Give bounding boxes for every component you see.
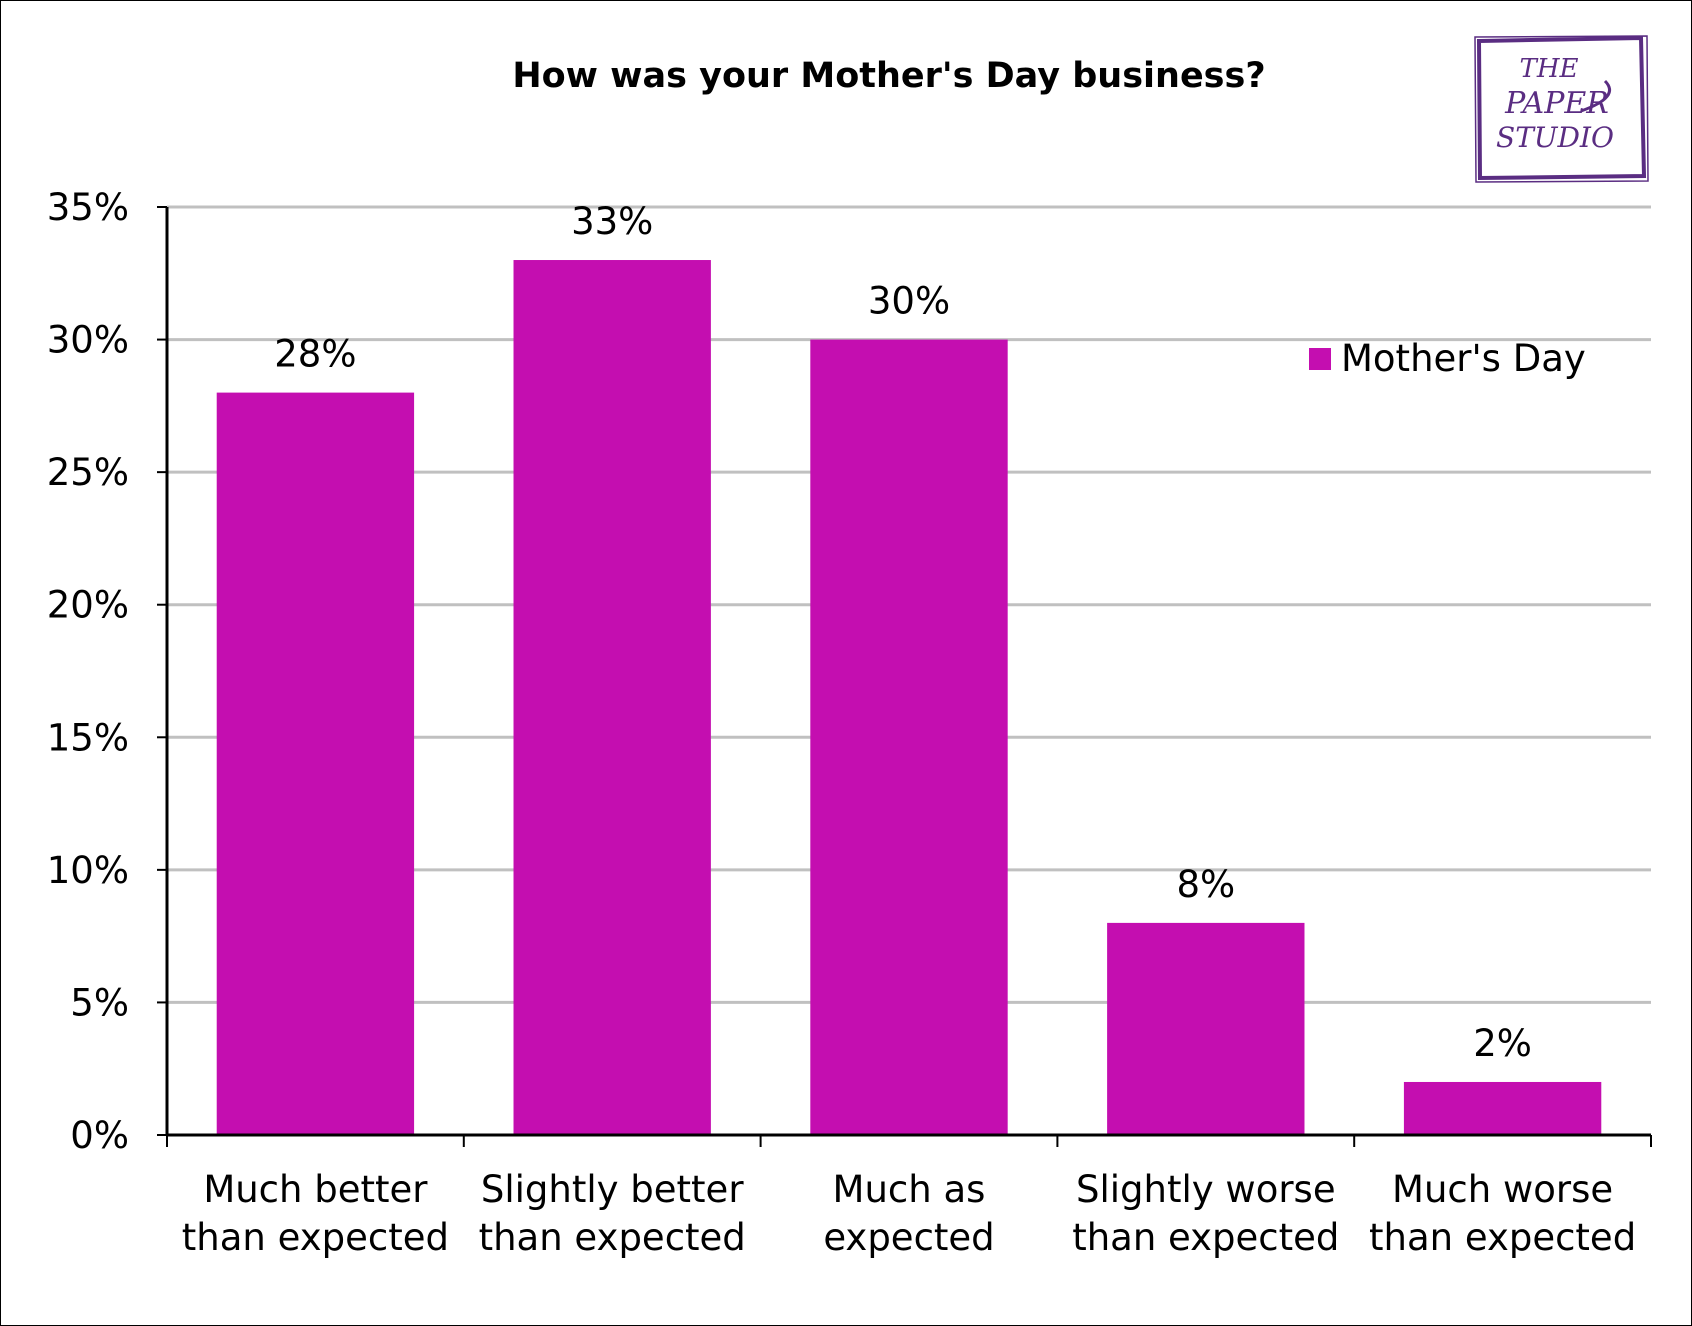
legend: Mother's Day (1309, 337, 1586, 380)
logo-border (1476, 35, 1647, 181)
y-tick-label: 35% (47, 186, 129, 229)
data-label: 8% (1176, 863, 1235, 906)
logo-text-paper: PAPER (1504, 86, 1609, 121)
bar (1403, 1081, 1602, 1135)
bar (810, 339, 1008, 1136)
x-category-label: than expected (1369, 1216, 1636, 1259)
logo-swash (1580, 79, 1611, 113)
data-label: 30% (868, 280, 950, 323)
y-tick-label: 20% (47, 584, 129, 627)
bars (216, 260, 1602, 1136)
y-tick-label: 30% (47, 319, 129, 362)
y-tick-labels: 0% 5% 10% 15% 20% 25% 30% 35% (47, 186, 129, 1157)
y-tick-label: 25% (47, 451, 129, 494)
legend-label: Mother's Day (1341, 337, 1586, 380)
x-category-labels: Much better than expected Slightly better t… (182, 1168, 1636, 1259)
x-category-label: than expected (182, 1216, 449, 1259)
x-category-label: Much as (833, 1168, 986, 1211)
data-label: 33% (571, 200, 653, 243)
data-label: 2% (1473, 1022, 1532, 1065)
x-category-label: expected (823, 1216, 994, 1259)
legend-swatch (1309, 348, 1331, 370)
y-tick-label: 5% (70, 981, 129, 1024)
bar (216, 392, 415, 1136)
x-category-label: than expected (479, 1216, 746, 1259)
y-tick-label: 15% (47, 716, 129, 759)
bar (1107, 922, 1305, 1135)
logo-text-the: THE (1520, 54, 1579, 84)
chart-title: How was your Mother's Day business? (512, 56, 1265, 96)
x-category-label: Much better (203, 1168, 428, 1211)
x-category-label: Much worse (1392, 1168, 1613, 1211)
paper-studio-logo: THE PAPER STUDIO (1474, 35, 1649, 183)
logo-border-outer (1474, 35, 1649, 183)
logo-text-studio: STUDIO (1496, 121, 1614, 154)
x-category-label: Slightly better (481, 1168, 744, 1211)
y-tick-label: 0% (70, 1114, 129, 1157)
y-tick-label: 10% (47, 849, 129, 892)
bar (513, 260, 711, 1135)
data-label: 28% (274, 333, 356, 376)
x-category-label: than expected (1072, 1216, 1339, 1259)
x-category-label: Slightly worse (1076, 1168, 1336, 1211)
axes (165, 207, 1652, 1147)
data-labels: 28% 33% 30% 8% 2% (274, 200, 1532, 1065)
